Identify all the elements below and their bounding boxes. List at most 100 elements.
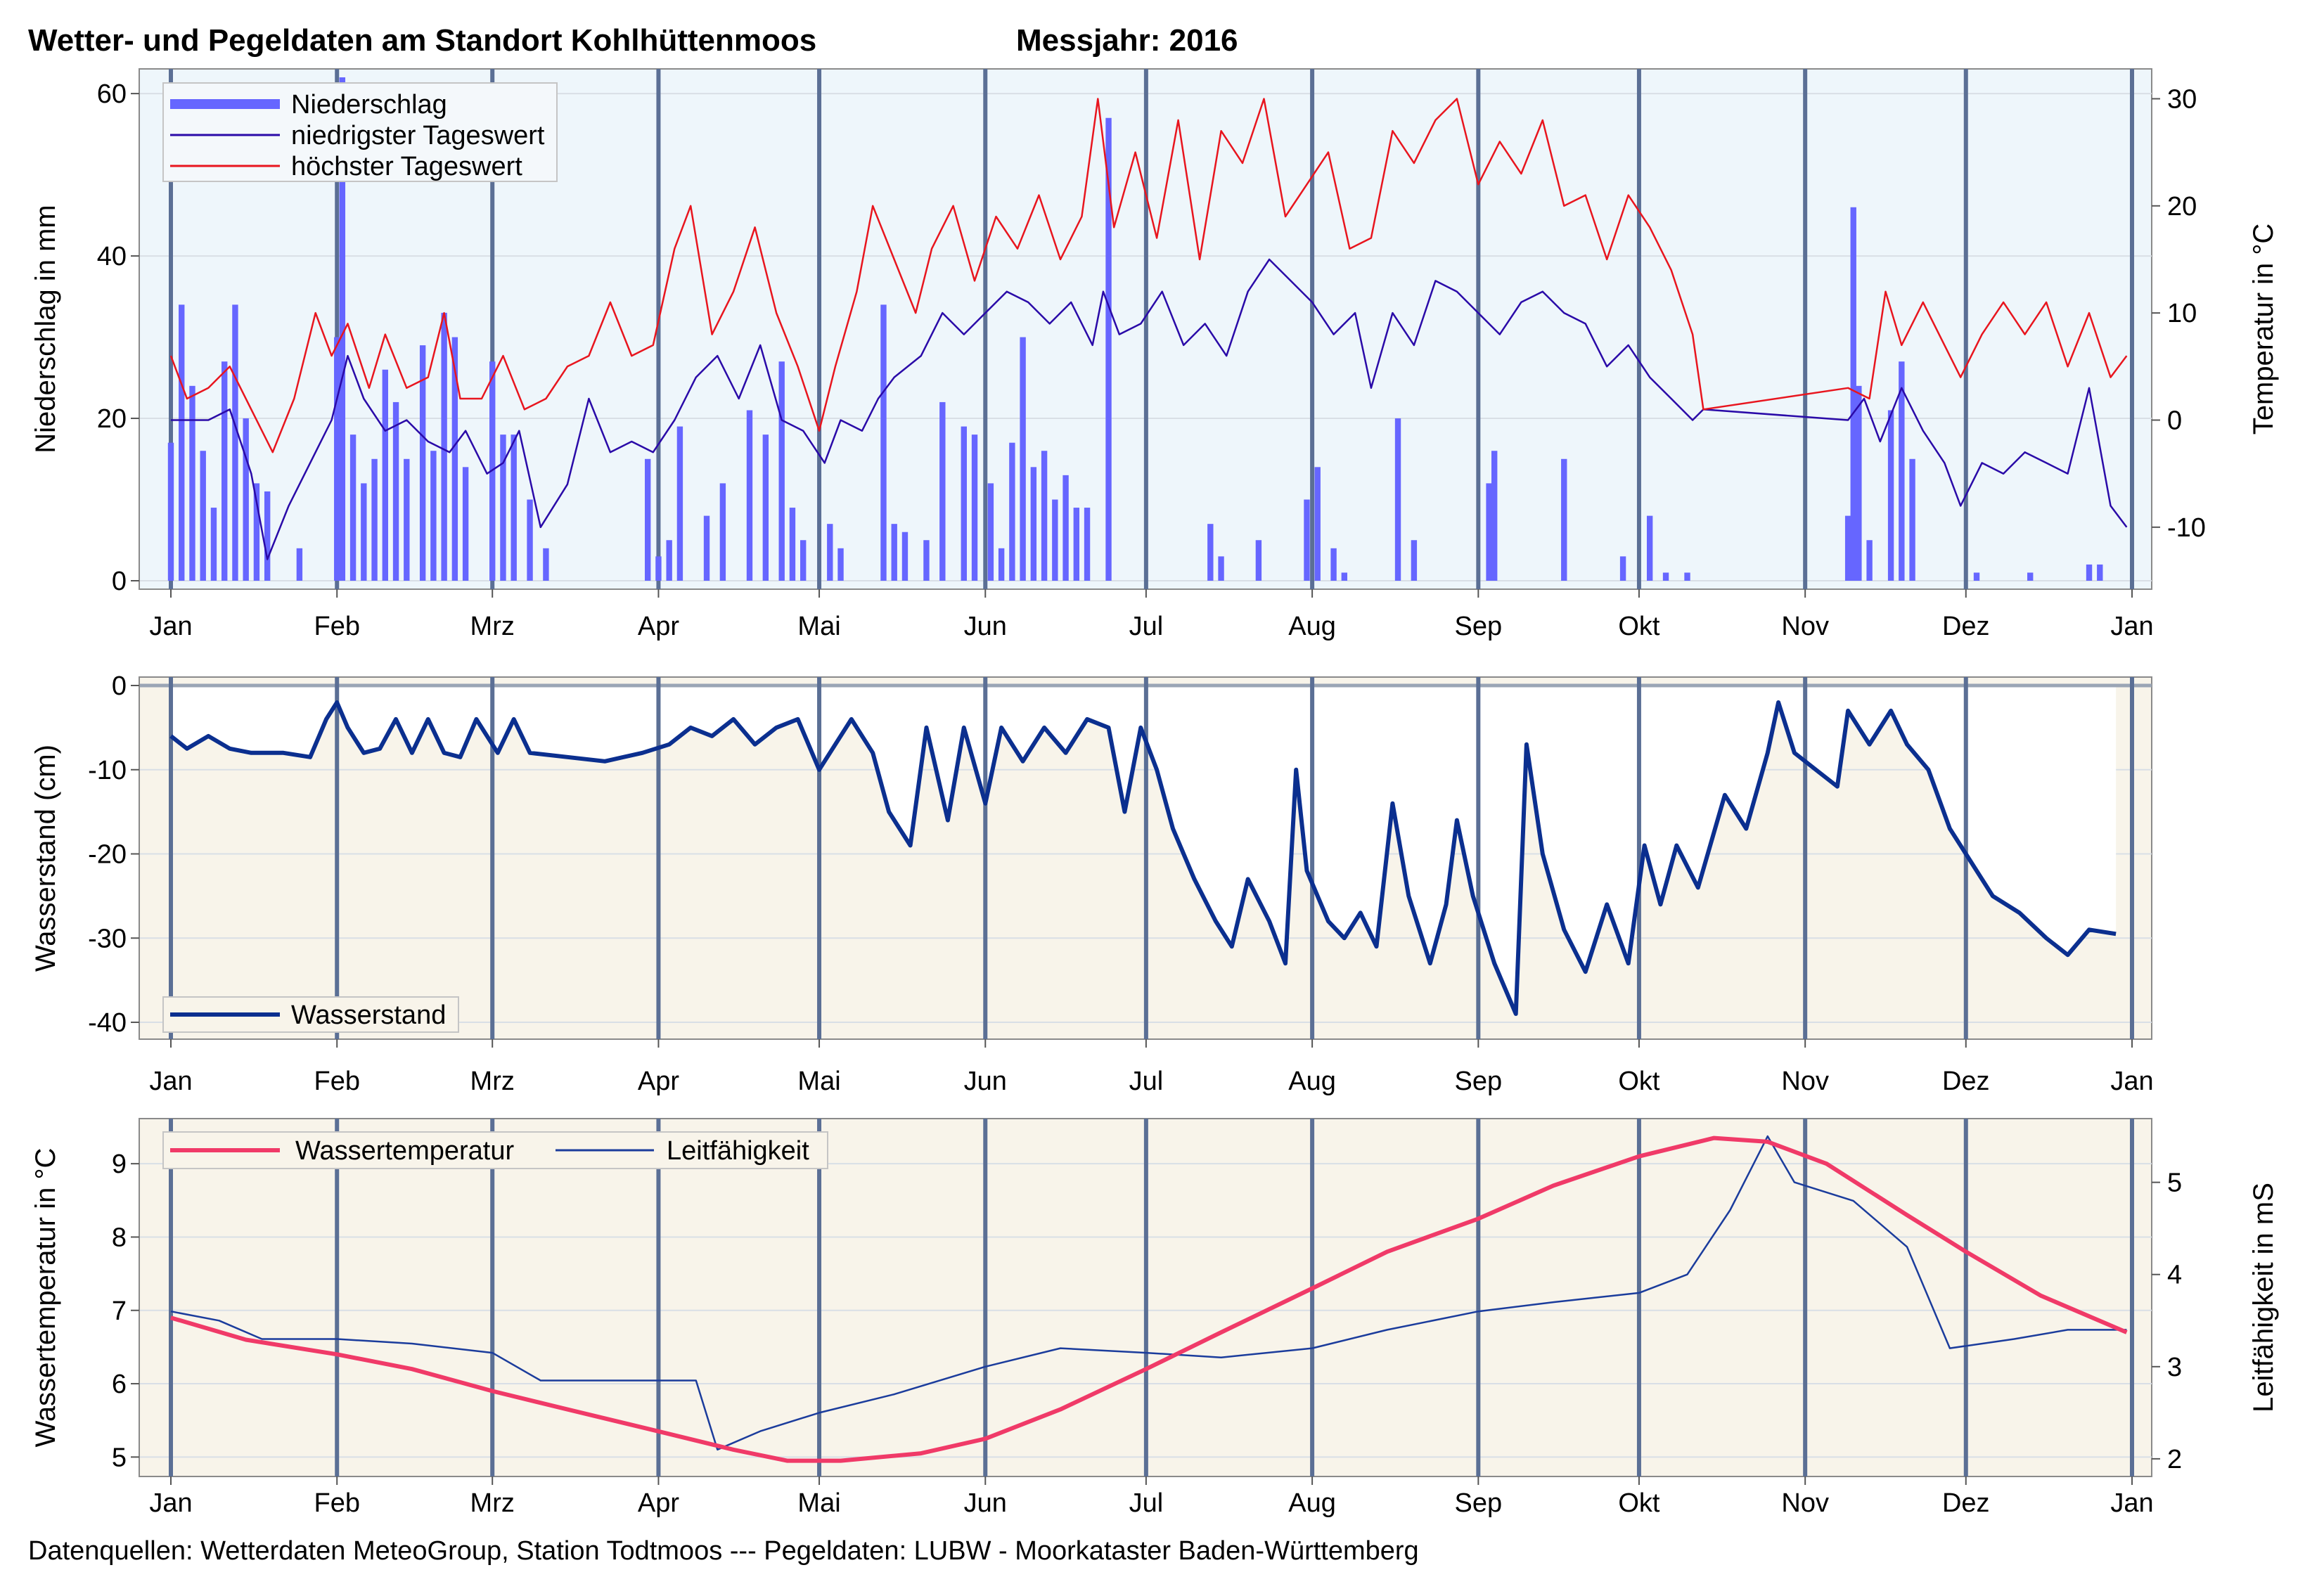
y2-tick-label: 5 — [2167, 1169, 2182, 1198]
chart-title: Wetter- und Pegeldaten am Standort Kohlh… — [28, 23, 816, 58]
precip-bar — [961, 426, 967, 581]
precip-bar — [655, 556, 662, 581]
precip-bar — [2027, 572, 2034, 581]
y-axis-title: Wasserstand (cm) — [30, 745, 61, 972]
precip-bar — [1314, 467, 1321, 581]
data-source-footer: Datenquellen: Wetterdaten MeteoGroup, St… — [28, 1536, 1419, 1566]
precip-bar — [1899, 361, 1905, 581]
precip-bar — [1330, 548, 1337, 581]
x-tick-label: Apr — [638, 612, 679, 641]
precip-bar — [349, 435, 357, 581]
y-tick-label: 40 — [97, 242, 127, 271]
x-tick-label: Jul — [1129, 1067, 1164, 1096]
precip-bar — [1394, 418, 1401, 581]
y-tick-label: 0 — [112, 567, 127, 596]
x-tick-label: Jul — [1129, 1488, 1164, 1518]
x-tick-label: Apr — [638, 1488, 679, 1518]
y2-tick-label: 2 — [2167, 1445, 2182, 1474]
precip-bar — [371, 458, 378, 581]
y-tick-label: 9 — [112, 1150, 127, 1179]
precip-bar — [778, 361, 785, 581]
precip-bar — [451, 337, 458, 581]
precip-bar — [1218, 556, 1224, 581]
x-tick-label: Jan — [2110, 1067, 2153, 1096]
x-tick-label: Dez — [1942, 612, 1990, 641]
precip-bar — [253, 483, 260, 581]
precip-bar — [1909, 458, 1915, 581]
precip-bar — [1411, 540, 1418, 581]
y-tick-label: -20 — [88, 840, 127, 870]
x-tick-label: Feb — [314, 1488, 359, 1518]
series-line-conductivity — [170, 1135, 2127, 1451]
panel-level: 0 -10 -20 -30 -40 Wasserstand (cm) Jan Feb Mrz Ap… — [30, 671, 2154, 1096]
y2-axis-title: Temperatur in °C — [2248, 224, 2279, 435]
legend: Wasserstand — [162, 996, 459, 1033]
y-tick-label: 7 — [112, 1296, 127, 1326]
x-tick-label: Okt — [1618, 1488, 1660, 1518]
precip-bar — [1887, 410, 1894, 581]
precip-bar — [200, 451, 206, 581]
series-line-tmin — [171, 258, 2128, 560]
precip-bar — [179, 304, 185, 581]
level-area-fill — [171, 686, 2117, 1015]
y-axis-title: Wassertemperatur in °C — [30, 1148, 61, 1448]
panel-water: 5 6 7 8 9 Wassertemperatur in °C 2 3 4 5 Leitfähig… — [30, 1118, 2279, 1518]
y-tick-label: 60 — [97, 79, 127, 109]
x-tick-label: Jan — [149, 612, 192, 641]
y2-tick-label: -10 — [2167, 513, 2206, 543]
x-tick-label: Sep — [1455, 612, 1503, 641]
precip-bar — [1973, 572, 1980, 581]
precip-bar — [987, 483, 994, 581]
x-tick-label: Jan — [2110, 612, 2153, 641]
series-line-tmax — [169, 98, 2128, 453]
precip-bar — [1304, 499, 1310, 581]
x-tick-label: Okt — [1618, 1067, 1660, 1096]
precip-bar — [939, 401, 946, 581]
precip-bar — [500, 435, 506, 581]
precip-bar — [676, 426, 683, 581]
precip-bar — [511, 435, 517, 581]
legend-label: Wasserstand — [291, 1000, 446, 1030]
precip-bar — [1052, 499, 1058, 581]
precip-bar — [1491, 451, 1498, 581]
precip-bar — [837, 548, 844, 581]
precip-bar — [462, 467, 469, 581]
precip-bar — [167, 442, 174, 581]
precip-bar — [891, 524, 897, 581]
precip-bar — [264, 491, 271, 581]
x-tick-label: Jun — [964, 1488, 1007, 1518]
precip-bar — [1255, 540, 1262, 581]
precip-bar — [1866, 540, 1873, 581]
x-tick-label: Feb — [314, 612, 359, 641]
precip-bar — [361, 483, 367, 581]
precip-bar — [1009, 442, 1015, 581]
x-tick-label: Dez — [1942, 1067, 1990, 1096]
x-tick-label: Mai — [797, 612, 840, 641]
precip-bar — [998, 548, 1005, 581]
y2-tick-label: 10 — [2167, 299, 2197, 328]
chart-subtitle: Messjahr: 2016 — [1016, 23, 1238, 58]
precip-bar — [1041, 451, 1048, 581]
precip-bar — [527, 499, 533, 581]
precip-bar — [703, 515, 710, 581]
series-line-water-level — [169, 700, 2117, 1016]
y-axis-title: Niederschlag in mm — [30, 205, 61, 453]
x-tick-label: Aug — [1288, 1488, 1336, 1518]
precip-bar — [221, 361, 228, 581]
precip-bar — [666, 540, 672, 581]
x-tick-label: Jul — [1129, 612, 1164, 641]
precip-bar — [243, 418, 249, 581]
precip-bar — [1341, 572, 1348, 581]
series-line-water-temperature — [170, 1135, 2128, 1463]
y-tick-label: -30 — [88, 924, 127, 953]
precip-bar — [1619, 556, 1626, 581]
precip-bar — [339, 77, 346, 581]
precip-bar — [1844, 515, 1851, 581]
precip-bar — [789, 508, 796, 581]
y2-axis-title: Leitfähigkeit in mS — [2248, 1183, 2279, 1412]
y2-tick-label: 4 — [2167, 1261, 2182, 1290]
x-tick-label: Mrz — [470, 1067, 515, 1096]
